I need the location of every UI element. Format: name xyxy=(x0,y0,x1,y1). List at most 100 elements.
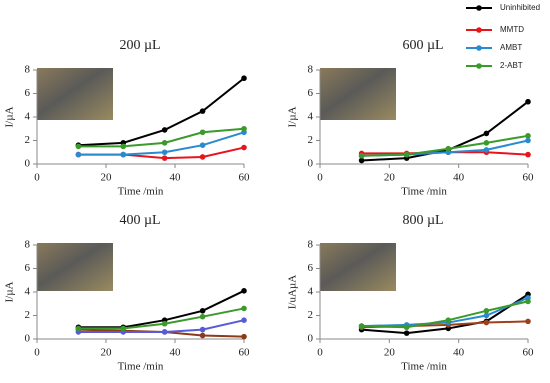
series-line xyxy=(78,328,245,338)
x-tick-label: 60 xyxy=(239,172,251,184)
photo xyxy=(37,68,113,120)
legend: Uninhibited MMTD AMBT 2-ABT xyxy=(466,3,540,70)
y-tick-label: 2 xyxy=(25,134,31,146)
chart-title: 800 µL xyxy=(402,213,443,228)
y-tick-label: 6 xyxy=(25,262,31,274)
data-point xyxy=(241,125,247,132)
data-point xyxy=(241,144,247,151)
legend-label: AMBT xyxy=(500,43,522,52)
legend-marker xyxy=(476,27,482,33)
series-line xyxy=(78,289,245,329)
chart-title: 400 µL xyxy=(119,213,160,228)
data-point xyxy=(120,143,127,150)
data-point xyxy=(403,330,410,336)
photo xyxy=(320,243,396,291)
photo xyxy=(37,243,113,291)
data-point xyxy=(525,298,531,305)
legend-marker xyxy=(476,45,482,51)
photo xyxy=(320,68,396,120)
data-point xyxy=(161,140,168,146)
data-point xyxy=(525,318,531,325)
data-point xyxy=(241,305,247,312)
x-tick-label: 40 xyxy=(453,172,465,184)
data-point xyxy=(161,329,168,335)
data-point xyxy=(199,326,206,333)
x-tick-label: 40 xyxy=(170,347,182,359)
data-point xyxy=(199,129,206,136)
data-point xyxy=(199,154,206,160)
photo-insets xyxy=(37,68,396,291)
chart-title: 600 µL xyxy=(402,38,443,53)
y-tick-label: 2 xyxy=(308,134,314,146)
data-point xyxy=(483,130,490,137)
data-point xyxy=(75,325,82,332)
data-point xyxy=(403,151,410,158)
chart-title: 200 µL xyxy=(119,38,160,53)
data-point xyxy=(241,317,247,324)
data-point xyxy=(358,152,365,159)
data-point xyxy=(75,143,82,150)
data-point xyxy=(525,98,531,105)
y-axis-label: I/µA xyxy=(4,106,16,127)
data-point xyxy=(445,145,452,152)
data-point xyxy=(483,308,490,314)
y-tick-label: 4 xyxy=(308,111,314,123)
y-tick-label: 0 xyxy=(308,333,314,345)
data-point xyxy=(358,323,365,329)
y-tick-label: 0 xyxy=(25,158,31,170)
chart-panel: 0 2 4 6 8 0 20 40 60 600 µL Time /min I/µA xyxy=(287,38,534,197)
data-point xyxy=(120,325,127,332)
x-tick-label: 0 xyxy=(34,172,40,184)
y-tick-label: 0 xyxy=(308,158,314,170)
x-axis-label: Time /min xyxy=(118,361,164,373)
chart-panel: 0 2 4 6 8 0 20 40 60 800 µL Time /min I/uAµA xyxy=(287,213,534,372)
x-tick-label: 60 xyxy=(523,347,535,359)
y-tick-label: 0 xyxy=(25,333,31,345)
x-axis-label: Time /min xyxy=(401,186,447,198)
data-point xyxy=(120,151,127,158)
x-axis-label: Time /min xyxy=(118,186,164,198)
y-tick-label: 2 xyxy=(25,309,31,321)
data-point xyxy=(445,317,452,324)
y-axis-label: I/µA xyxy=(4,281,16,302)
y-tick-label: 6 xyxy=(25,87,31,99)
data-point xyxy=(483,312,490,319)
legend-label: Uninhibited xyxy=(500,3,540,12)
data-point xyxy=(241,333,247,340)
y-axis-label: I/uAµA xyxy=(287,275,299,310)
y-tick-label: 6 xyxy=(308,262,314,274)
data-point xyxy=(241,288,247,294)
x-tick-label: 0 xyxy=(34,347,40,359)
legend-label: 2-ABT xyxy=(500,61,523,70)
data-point xyxy=(358,157,365,164)
x-axis-label: Time /min xyxy=(401,361,447,373)
legend-marker xyxy=(476,63,482,69)
data-point xyxy=(403,324,410,331)
x-tick-label: 40 xyxy=(170,172,182,184)
x-tick-label: 20 xyxy=(384,172,396,184)
data-point xyxy=(483,140,490,146)
y-tick-label: 4 xyxy=(25,286,31,298)
data-point xyxy=(161,155,168,161)
x-tick-label: 20 xyxy=(384,347,396,359)
data-point xyxy=(199,332,206,339)
x-tick-label: 60 xyxy=(523,172,535,184)
data-point xyxy=(199,313,206,320)
chart-panel: 0 2 4 6 8 0 20 40 60 200 µL Time /min I/µA xyxy=(4,38,250,197)
y-tick-label: 6 xyxy=(308,87,314,99)
data-point xyxy=(161,127,168,133)
data-point xyxy=(161,149,168,156)
y-tick-label: 8 xyxy=(308,64,314,76)
x-tick-label: 40 xyxy=(453,347,465,359)
data-point xyxy=(199,308,206,314)
data-point xyxy=(525,137,531,144)
legend-marker xyxy=(476,5,482,11)
y-tick-label: 2 xyxy=(308,309,314,321)
chart-panel: 0 2 4 6 8 0 20 40 60 400 µL Time /min I/µA xyxy=(4,213,250,372)
y-axis-label: I/µA xyxy=(287,106,299,127)
y-tick-label: 8 xyxy=(308,239,314,251)
x-tick-label: 0 xyxy=(317,347,323,359)
legend-label: MMTD xyxy=(500,25,524,34)
x-tick-label: 60 xyxy=(239,347,251,359)
